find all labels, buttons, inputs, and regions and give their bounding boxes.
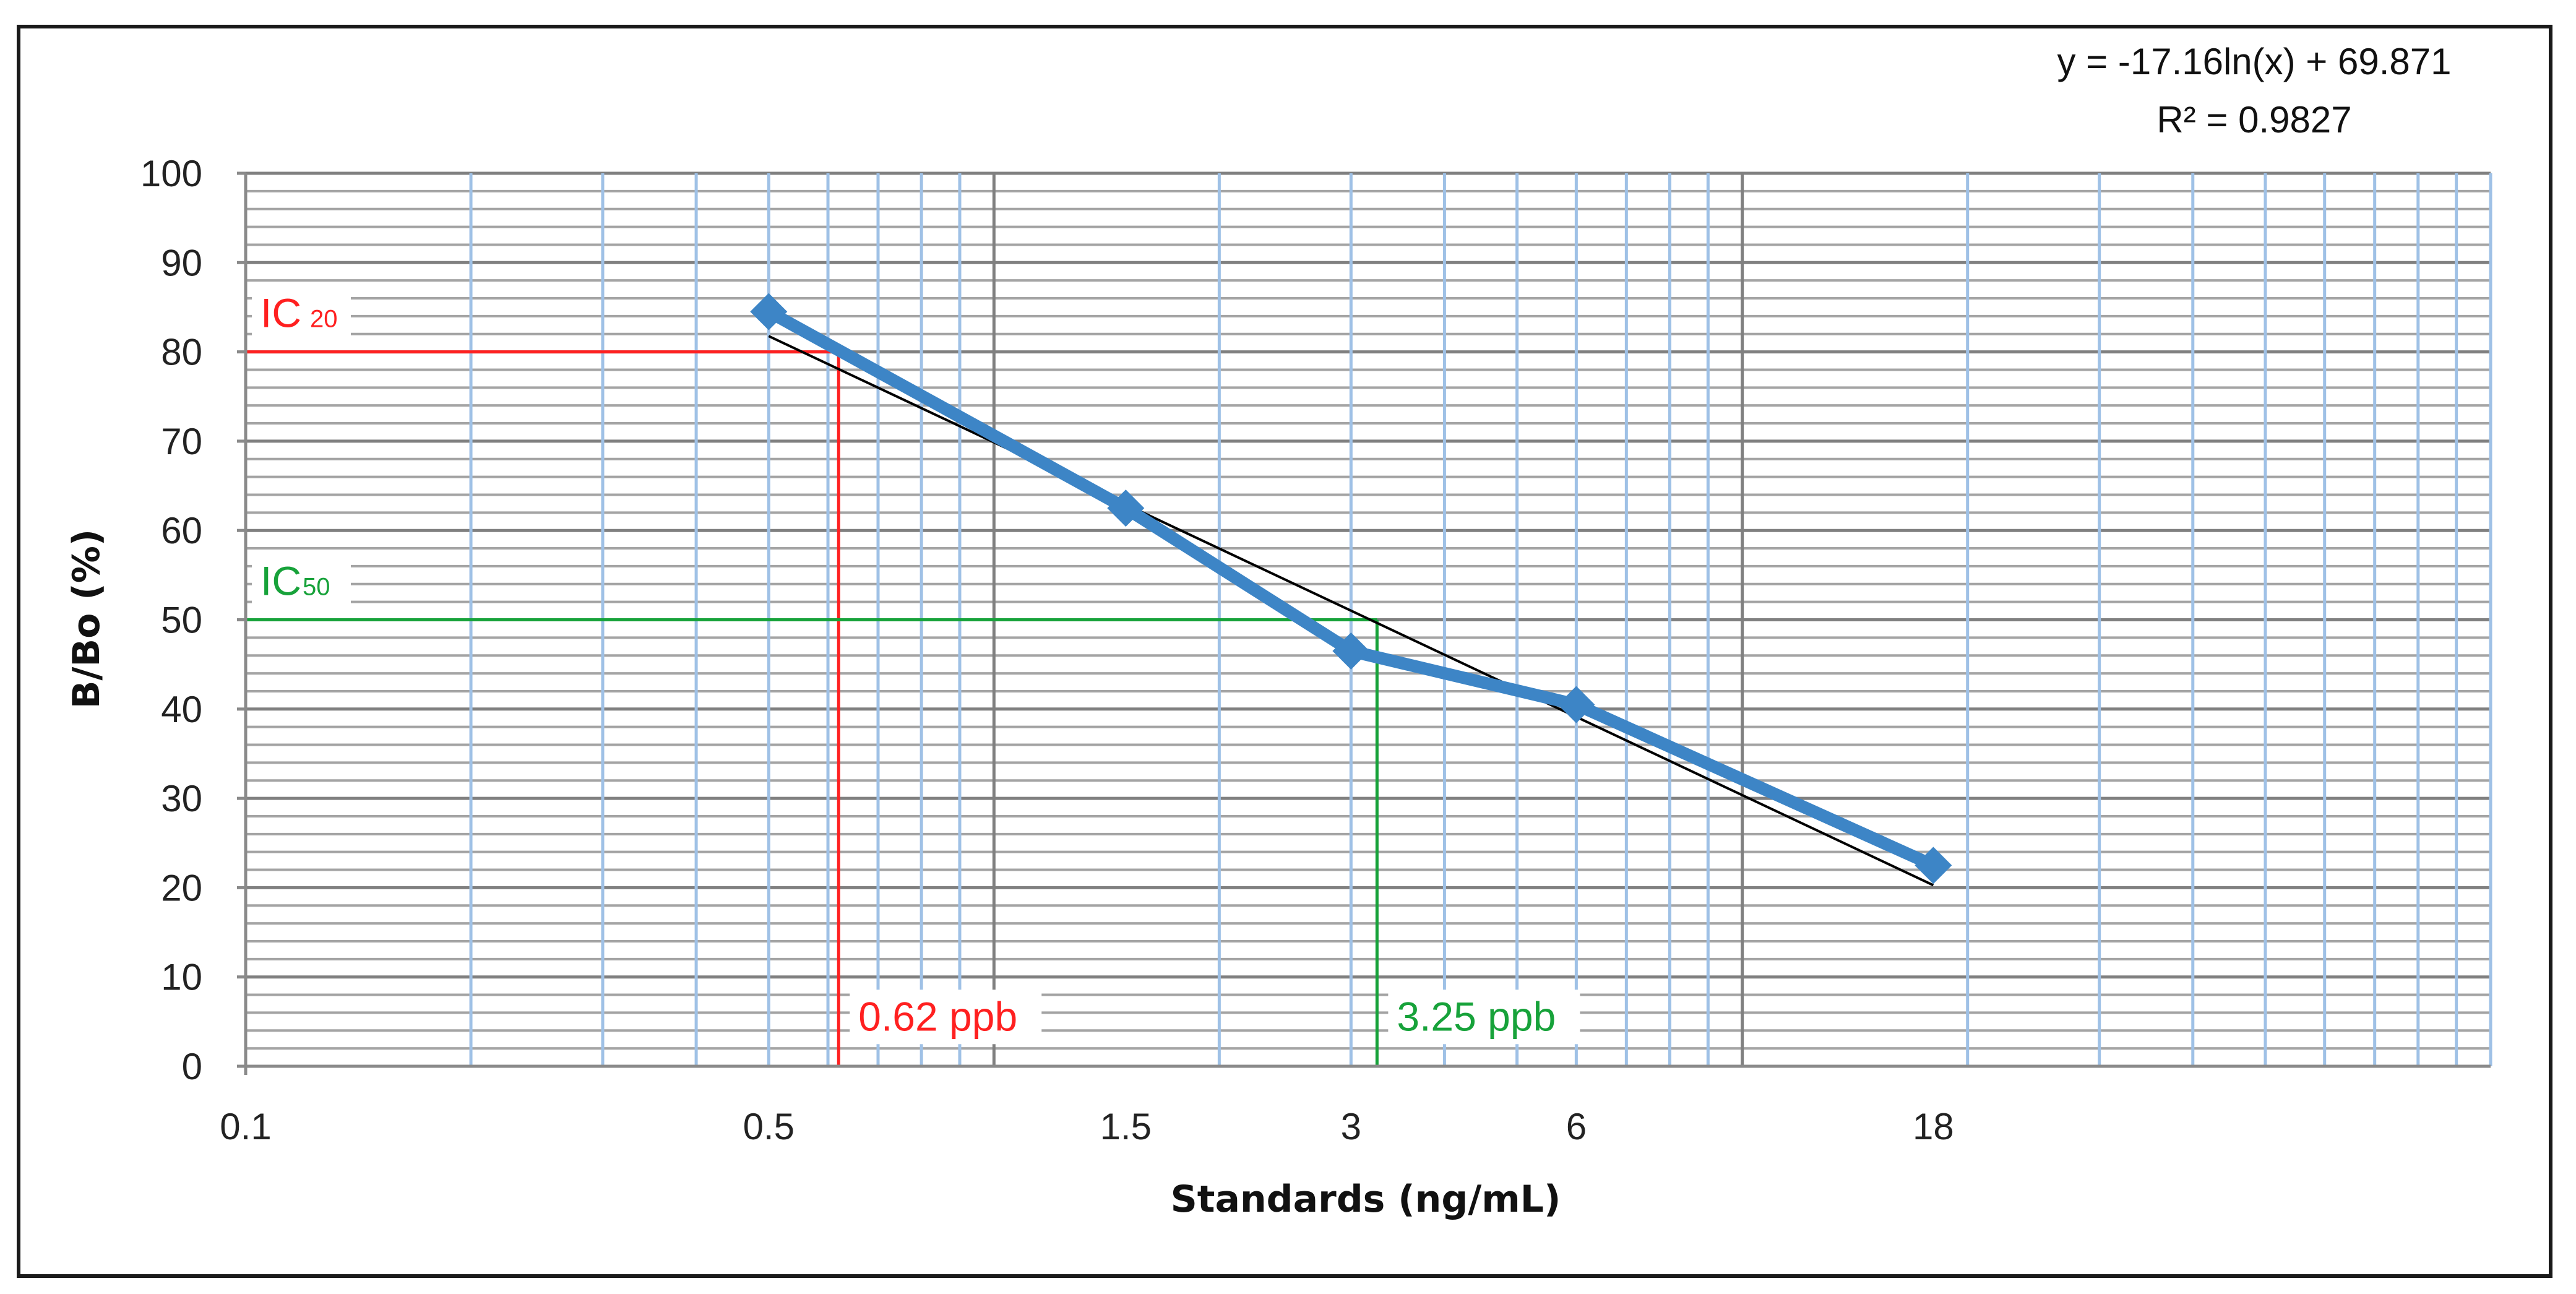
y-tick-label: 70 bbox=[161, 421, 202, 462]
trendline-equation: y = -17.16ln(x) + 69.871 bbox=[2057, 41, 2451, 82]
ic20-value-bg bbox=[850, 990, 1042, 1045]
x-axis-title: Standards (ng/mL) bbox=[1171, 1178, 1561, 1221]
ic20-value-label: 0.62 ppb bbox=[858, 993, 1017, 1039]
ic50-value-bg bbox=[1388, 990, 1580, 1045]
x-tick-label: 0.5 bbox=[743, 1106, 795, 1147]
trendline bbox=[768, 335, 1934, 887]
axes-layer bbox=[237, 171, 2491, 1075]
x-tick-label: 3 bbox=[1341, 1106, 1361, 1147]
data-point-marker bbox=[1915, 847, 1952, 884]
y-tick-label: 90 bbox=[161, 242, 202, 283]
y-tick-label: 30 bbox=[161, 778, 202, 819]
data-point-marker bbox=[1107, 490, 1145, 527]
y-tick-label: 20 bbox=[161, 867, 202, 908]
ic50-label-bg bbox=[252, 555, 351, 608]
ic20-label-bg bbox=[252, 287, 351, 340]
x-tick-label: 0.1 bbox=[220, 1106, 271, 1147]
series-layer bbox=[750, 293, 1952, 884]
ic50-value-label: 3.25 ppb bbox=[1397, 993, 1556, 1039]
x-tick-label: 6 bbox=[1566, 1106, 1587, 1147]
y-tick-label: 60 bbox=[161, 510, 202, 551]
y-tick-label: 0 bbox=[182, 1046, 202, 1087]
trendline-layer bbox=[768, 335, 1934, 887]
y-tick-label: 100 bbox=[140, 153, 202, 194]
chart-frame bbox=[17, 25, 2552, 1278]
y-axis-title: B/Bo (%) bbox=[65, 529, 108, 709]
data-point-marker bbox=[1332, 632, 1370, 670]
x-tick-label: 18 bbox=[1913, 1106, 1954, 1147]
trendline-r-squared: R² = 0.9827 bbox=[2156, 99, 2351, 140]
y-tick-label: 50 bbox=[161, 600, 202, 641]
x-tick-label: 1.5 bbox=[1100, 1106, 1152, 1147]
annotation-lines bbox=[246, 350, 1379, 1066]
y-tick-label: 40 bbox=[161, 689, 202, 730]
data-point-marker bbox=[750, 293, 788, 330]
y-tick-label: 10 bbox=[161, 957, 202, 998]
y-tick-label: 80 bbox=[161, 332, 202, 373]
data-point-marker bbox=[1557, 686, 1595, 723]
